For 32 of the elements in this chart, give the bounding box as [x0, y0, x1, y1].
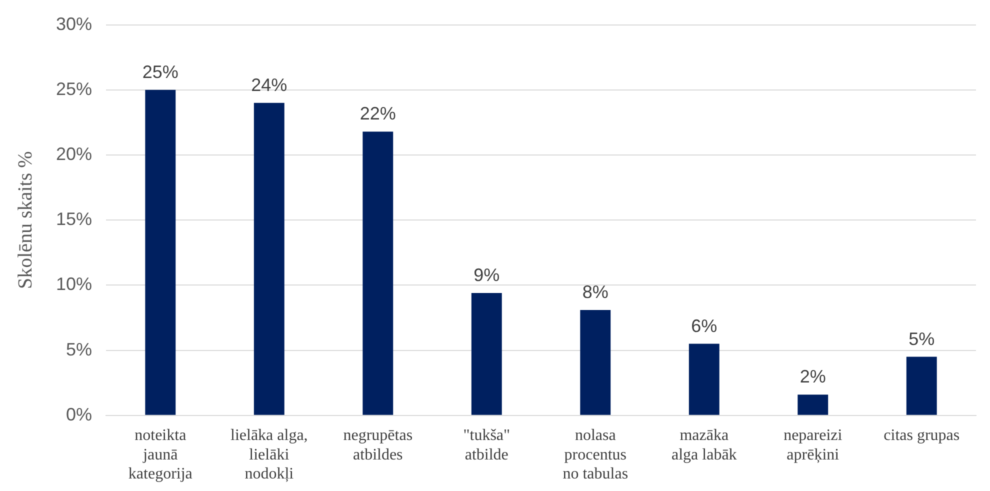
data-label: 5% — [908, 328, 935, 349]
bar — [688, 344, 720, 415]
data-label: 8% — [582, 282, 608, 302]
x-tick-label: lielāka alga, lielāki nodokļi — [230, 427, 308, 483]
x-tick-label: noteikta jaunā kategorija — [128, 427, 192, 483]
bar — [798, 394, 828, 415]
data-label: 2% — [800, 366, 826, 387]
y-axis-title: Skolēnu skaits % — [14, 151, 36, 289]
data-label: 6% — [691, 316, 718, 336]
x-tick-label: nolasa procentus no tabulas — [562, 427, 628, 483]
bar — [145, 90, 176, 415]
y-tick-label: 5% — [66, 339, 92, 360]
y-tick-label: 10% — [56, 274, 92, 294]
x-tick-label: negrupētas atbildes — [343, 427, 413, 464]
data-label: 9% — [474, 264, 500, 285]
data-label: 22% — [360, 104, 396, 124]
data-label: 25% — [142, 62, 178, 82]
y-tick-label: 30% — [56, 14, 92, 34]
bar — [580, 310, 611, 415]
x-tick-label: mazāka alga labāk — [671, 427, 737, 464]
y-tick-label: 15% — [56, 209, 92, 230]
bar — [471, 293, 502, 415]
y-tick-label: 0% — [66, 404, 92, 424]
bar — [254, 102, 284, 415]
x-tick-label: citas grupas — [884, 427, 960, 444]
data-label: 24% — [251, 74, 288, 95]
bar — [906, 356, 937, 415]
y-tick-label: 20% — [56, 144, 92, 164]
x-tick-label: "tukša" atbilde — [463, 427, 510, 464]
y-tick-label: 25% — [56, 78, 92, 99]
x-tick-label: nepareizi aprēķini — [784, 427, 843, 464]
bar — [362, 132, 394, 415]
